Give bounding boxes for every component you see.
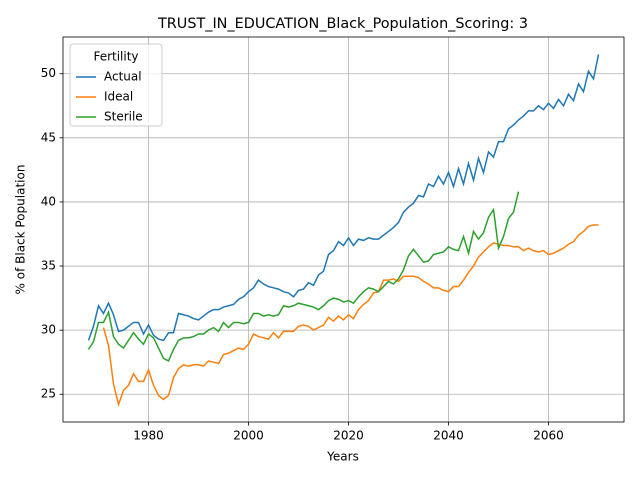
y-tick-label: 50 xyxy=(41,66,56,80)
x-tick-label: 2040 xyxy=(433,429,464,443)
x-tick-label: 2000 xyxy=(233,429,264,443)
data-line xyxy=(102,224,599,408)
legend-box xyxy=(69,43,163,127)
legend-label: Ideal xyxy=(104,90,133,104)
legend-title: Fertility xyxy=(93,50,138,64)
chart-title: TRUST_IN_EDUCATION_Black_Population_Scor… xyxy=(157,16,528,32)
legend: Fertility Actual Ideal Sterile xyxy=(69,43,163,127)
y-tick-label: 35 xyxy=(41,259,56,273)
y-axis-label: % of Black Population xyxy=(14,165,28,295)
x-tick-label: 1980 xyxy=(133,429,164,443)
x-tick-label: 2060 xyxy=(533,429,564,443)
y-tick-label: 40 xyxy=(41,194,56,208)
x-axis-label: Years xyxy=(326,450,359,464)
y-tick-label: 45 xyxy=(41,130,56,144)
data-line xyxy=(87,54,600,342)
legend-label: Sterile xyxy=(104,110,143,124)
legend-label: Actual xyxy=(104,70,142,84)
y-tick-label: 25 xyxy=(41,387,56,401)
plot-frame xyxy=(62,36,625,423)
data-line xyxy=(87,191,520,362)
x-tick-label: 2020 xyxy=(333,429,364,443)
y-tick-label: 30 xyxy=(41,323,56,337)
